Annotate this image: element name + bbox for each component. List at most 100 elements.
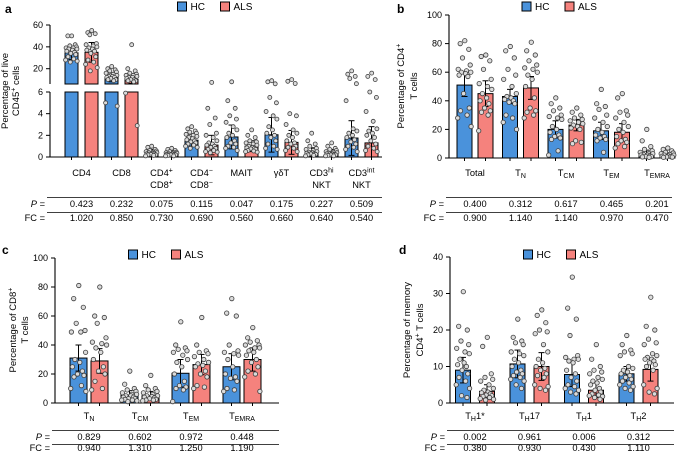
scatter-dot xyxy=(67,59,73,65)
scatter-dot xyxy=(567,118,573,124)
scatter-dot xyxy=(134,391,140,397)
p-value: 0.175 xyxy=(270,199,293,209)
scatter-dot xyxy=(565,305,571,311)
scatter-dot xyxy=(533,363,539,370)
scatter-dot xyxy=(369,70,375,76)
scatter-dot xyxy=(545,384,551,390)
scatter-dot xyxy=(592,394,598,401)
scatter-dot xyxy=(466,351,472,357)
scatter-dot xyxy=(243,140,249,146)
scatter-dot xyxy=(352,137,357,143)
scatter-dot xyxy=(630,384,636,390)
scatter-dot xyxy=(455,66,461,72)
scatter-dot xyxy=(346,130,352,136)
scatter-dot xyxy=(490,376,496,382)
scatter-dot xyxy=(621,119,627,125)
y-tick-label: 40 xyxy=(432,96,442,106)
category-label: TH2 xyxy=(631,411,647,423)
scatter-dot xyxy=(372,77,378,82)
scatter-dot xyxy=(170,349,176,355)
scatter-dot xyxy=(287,111,293,117)
scatter-dot xyxy=(515,316,521,322)
scatter-dot xyxy=(184,348,190,354)
scatter-dot xyxy=(617,382,623,388)
scatter-dot xyxy=(83,42,89,48)
scatter-dot xyxy=(476,128,482,134)
category-label: TCM xyxy=(132,411,149,423)
scatter-dot xyxy=(590,378,596,384)
scatter-dot xyxy=(101,314,107,321)
scatter-dot xyxy=(625,112,631,118)
category-label: TCM xyxy=(558,168,575,180)
scatter-dot xyxy=(464,112,470,118)
scatter-dot xyxy=(665,145,671,151)
scatter-dot xyxy=(125,66,131,72)
scatter-dot xyxy=(178,319,184,325)
fc-value: 1.140 xyxy=(509,213,532,223)
scatter-dot xyxy=(563,354,569,360)
p-value: 0.002 xyxy=(463,432,486,442)
y-tick-label: 60 xyxy=(33,20,43,30)
scatter-dot xyxy=(192,364,198,370)
scatter-dot xyxy=(224,135,230,140)
scatter-dot xyxy=(226,130,232,136)
scatter-dot xyxy=(530,66,536,72)
scatter-dot xyxy=(486,101,492,107)
panel-d: d 0 10 20 30 40 Percentage of memory CD4+ T cel… xyxy=(399,243,674,453)
scatter-dot xyxy=(464,327,470,333)
scatter-dot xyxy=(343,98,349,104)
scatter-dot xyxy=(603,136,609,142)
legend-hc-swatch xyxy=(521,1,532,12)
scatter-dot xyxy=(104,342,110,348)
scatter-dot xyxy=(210,135,216,140)
scatter-dot xyxy=(149,143,155,149)
scatter-dot xyxy=(78,329,84,335)
scatter-dot xyxy=(612,145,618,151)
scatter-dot xyxy=(460,289,466,295)
scatter-dot xyxy=(650,367,656,373)
scatter-dot xyxy=(540,342,547,348)
fc-value: 0.430 xyxy=(572,443,595,453)
scatter-dot xyxy=(532,52,538,58)
scatter-dot xyxy=(93,345,99,351)
scatter-dot xyxy=(568,389,574,395)
scatter-dot xyxy=(284,138,290,144)
scatter-dot xyxy=(231,144,237,150)
scatter-dot xyxy=(294,149,300,155)
scatter-dot xyxy=(557,105,563,111)
scatter-dot xyxy=(114,103,120,109)
scatter-dot xyxy=(518,385,525,391)
scatter-dot xyxy=(488,76,494,82)
scatter-dot xyxy=(173,385,179,392)
scatter-dot xyxy=(303,153,309,159)
scatter-dot xyxy=(243,352,249,358)
scatter-dot xyxy=(266,124,272,130)
scatter-dot xyxy=(510,115,516,121)
scatter-dot xyxy=(660,154,667,160)
scatter-dot xyxy=(573,316,579,322)
scatter-dot xyxy=(533,108,539,114)
scatter-dot xyxy=(374,149,380,155)
scatter-dot xyxy=(457,356,463,362)
scatter-dot xyxy=(329,140,335,146)
scatter-dot xyxy=(204,142,210,148)
scatter-dot xyxy=(143,383,149,389)
scatter-dot xyxy=(242,374,248,380)
legend-als-label: ALS xyxy=(580,250,599,261)
p-value: 0.115 xyxy=(190,199,213,209)
scatter-dot xyxy=(646,389,652,395)
scatter-dot xyxy=(599,376,605,382)
scatter-dot xyxy=(594,380,600,386)
fc-value: 0.730 xyxy=(150,213,173,223)
scatter-dot xyxy=(232,374,238,380)
y-tick-label: 80 xyxy=(38,282,48,292)
p-row-label: P = xyxy=(430,199,444,209)
scatter-dot xyxy=(575,119,582,125)
scatter-dot xyxy=(292,81,298,86)
scatter-dot xyxy=(203,132,209,138)
scatter-dot xyxy=(78,383,85,389)
category-label: TN xyxy=(515,168,526,180)
y-axis-title: CD4+ T cells xyxy=(413,303,426,356)
fc-row-label: FC = xyxy=(25,213,45,223)
